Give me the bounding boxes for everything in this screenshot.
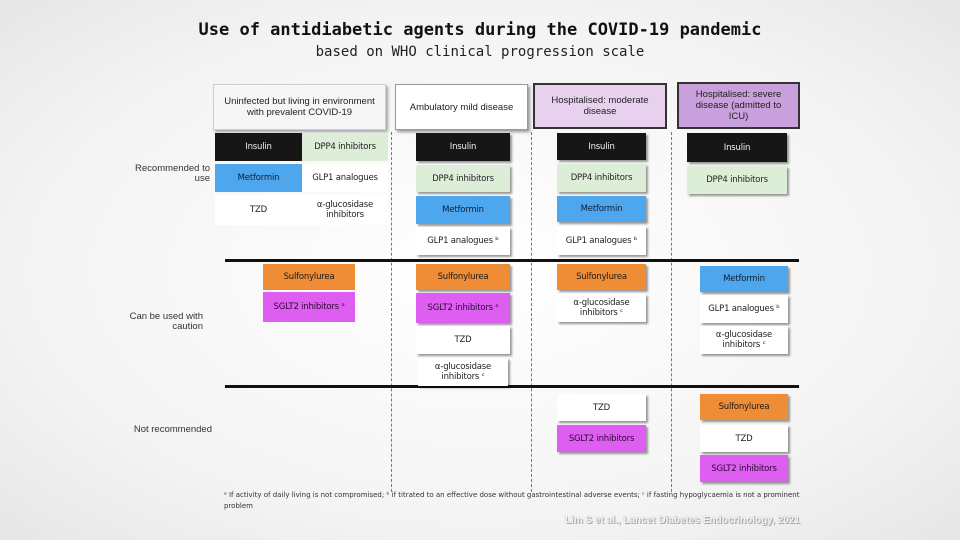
header-uninfected: Uninfected but living in environment wit… bbox=[213, 84, 386, 130]
page-subtitle: based on WHO clinical progression scale bbox=[315, 44, 645, 60]
drug-cell-tzd: TZD bbox=[215, 195, 302, 225]
drug-cell-sglt2-inhibitors: SGLT2 inhibitors ᵃ bbox=[263, 292, 355, 322]
drug-cell-metformin: Metformin bbox=[416, 196, 510, 224]
section-divider bbox=[225, 259, 799, 262]
column-divider bbox=[671, 132, 672, 492]
citation: Lim S et al., Lancet Diabetes Endocrinol… bbox=[565, 515, 800, 526]
drug-cell-metformin: Metformin bbox=[557, 196, 646, 222]
row-label-recommended: Recommended to use bbox=[135, 163, 210, 184]
page-title: Use of antidiabetic agents during the CO… bbox=[198, 20, 762, 40]
footnote: ᵃ If activity of daily living is not com… bbox=[224, 491, 800, 510]
drug-cell-alpha-glucosidase-inhibitors: α-glucosidase inhibitors bbox=[302, 195, 388, 225]
drug-cell-insulin: Insulin bbox=[557, 133, 646, 160]
row-label-caution: Can be used with caution bbox=[129, 311, 203, 332]
drug-cell-glp1-analogues: GLP1 analogues bbox=[302, 164, 388, 192]
drug-cell-alpha-glucosidase-inhibitors: α-glucosidase inhibitors ᶜ bbox=[557, 294, 646, 322]
drug-cell-tzd: TZD bbox=[557, 394, 646, 421]
drug-cell-metformin: Metformin bbox=[700, 266, 788, 292]
row-label-not-recommended: Not recommended bbox=[133, 424, 212, 435]
header-ambulatory: Ambulatory mild disease bbox=[395, 84, 528, 130]
drug-cell-insulin: Insulin bbox=[416, 133, 510, 161]
header-moderate: Hospitalised: moderate disease bbox=[533, 83, 667, 129]
drug-cell-insulin: Insulin bbox=[215, 133, 302, 161]
drug-cell-glp1-analogues: GLP1 analogues ᵇ bbox=[700, 295, 788, 323]
drug-cell-metformin: Metformin bbox=[215, 164, 302, 192]
drug-cell-sglt2-inhibitors: SGLT2 inhibitors ᵃ bbox=[416, 293, 510, 323]
header-severe: Hospitalised: severe disease (admitted t… bbox=[677, 82, 800, 129]
drug-cell-tzd: TZD bbox=[700, 425, 788, 452]
drug-cell-sulfonylurea: Sulfonylurea bbox=[557, 264, 646, 290]
drug-cell-dpp4-inhibitors: DPP4 inhibitors bbox=[416, 165, 510, 192]
column-divider bbox=[531, 132, 532, 492]
drug-cell-sglt2-inhibitors: SGLT2 inhibitors bbox=[700, 455, 788, 482]
drug-cell-sglt2-inhibitors: SGLT2 inhibitors bbox=[557, 425, 646, 452]
drug-cell-tzd: TZD bbox=[416, 326, 510, 354]
drug-cell-insulin: Insulin bbox=[687, 133, 787, 162]
drug-cell-dpp4-inhibitors: DPP4 inhibitors bbox=[557, 164, 646, 192]
drug-cell-alpha-glucosidase-inhibitors: α-glucosidase inhibitors ᶜ bbox=[418, 358, 508, 386]
drug-cell-glp1-analogues: GLP1 analogues ᵇ bbox=[557, 226, 646, 255]
column-divider bbox=[391, 132, 392, 492]
drug-cell-sulfonylurea: Sulfonylurea bbox=[700, 394, 788, 420]
drug-cell-alpha-glucosidase-inhibitors: α-glucosidase inhibitors ᶜ bbox=[700, 326, 788, 354]
drug-cell-sulfonylurea: Sulfonylurea bbox=[416, 264, 510, 290]
drug-cell-dpp4-inhibitors: DPP4 inhibitors bbox=[687, 166, 787, 194]
section-divider bbox=[225, 385, 799, 388]
drug-cell-glp1-analogues: GLP1 analogues ᵇ bbox=[416, 227, 510, 255]
drug-cell-sulfonylurea: Sulfonylurea bbox=[263, 264, 355, 290]
drug-cell-dpp4-inhibitors: DPP4 inhibitors bbox=[302, 133, 388, 161]
